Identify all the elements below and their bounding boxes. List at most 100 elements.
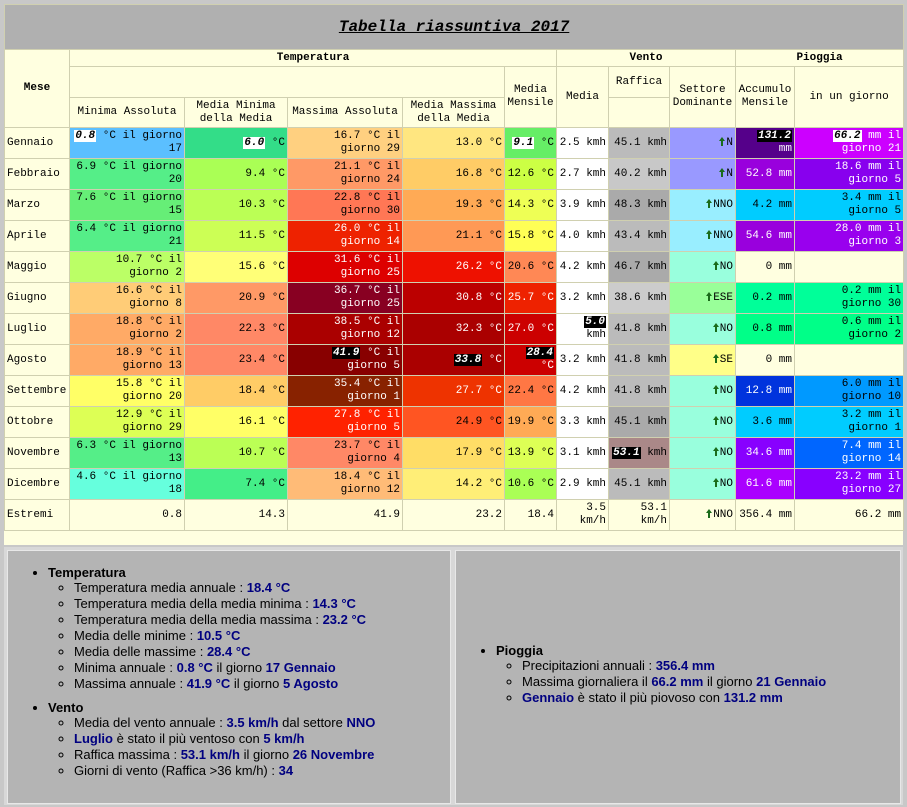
cell-unit: mm il giorno 10 [841, 378, 902, 403]
cell-value: 25.7 [507, 291, 535, 304]
value-cell: 0.2 mm il giorno 30 [793, 282, 905, 314]
data-row: Febbraio 6.9 °C il giorno 20 9.4 °C 21.1 °C… [4, 158, 905, 190]
value-cell: 3.1 kmh [556, 437, 609, 469]
extreme-value: 18.4 [527, 508, 554, 521]
summary-item: Temperatura media della media massima : … [74, 612, 450, 628]
cell-unit: kmh [586, 477, 606, 490]
value-cell: 48.3 kmh [608, 189, 670, 221]
cell-unit: kmh [586, 291, 606, 304]
cell-value: 31.6 [333, 254, 361, 266]
cell-unit: mm [778, 384, 792, 397]
cell-unit: °C [540, 322, 554, 335]
extreme-value: NNO [713, 508, 733, 521]
cell-unit: °C il giorno 24 [340, 161, 400, 186]
cell-unit: mm [778, 229, 792, 242]
month-cell: Luglio [4, 313, 70, 345]
value-cell: 2.7 kmh [556, 158, 609, 190]
cell-unit: °C [488, 136, 502, 149]
value-cell: 9.4 °C [184, 158, 288, 190]
value-cell: 18.4 °C [184, 375, 288, 407]
extreme-value: 356.4 mm [739, 508, 792, 521]
cell-value: 22.8 [333, 192, 361, 204]
cell-unit: °C [540, 198, 554, 211]
section-title: Vento [48, 700, 84, 715]
value-cell: 54.6 mm [735, 220, 795, 252]
highlight-value: 41.9 °C [186, 676, 231, 691]
arrow-shape [719, 137, 726, 147]
cell-value: 0 [765, 353, 773, 366]
cell-value: 41.8 [614, 384, 641, 397]
extreme-value: 14.3 [258, 508, 285, 521]
cell-unit: kmh [647, 446, 667, 459]
value-cell: 4.6 °C il giorno 18 [69, 468, 185, 500]
highlight-value: 21 Gennaio [756, 674, 827, 689]
cell-unit: °C [540, 229, 554, 242]
cell-value: 0 [765, 260, 773, 273]
cell-unit: °C [488, 446, 502, 459]
value-cell: 23.2 mm il giorno 27 [793, 468, 905, 500]
cell-unit: mm il giorno 5 [848, 161, 902, 186]
value-cell: 12.9 °C il giorno 29 [69, 406, 185, 438]
summary-table: Tabella riassuntiva 2017 Mese Temperatur… [3, 4, 905, 531]
cell-value: 41.9 [331, 347, 361, 359]
highlight-value: 18.4 °C [246, 580, 291, 595]
section: PioggiaPrecipitazioni annuali : 356.4 mm… [496, 643, 900, 706]
value-cell: 45.1 kmh [608, 406, 670, 438]
highlight-value: 66.2 mm [651, 674, 704, 689]
sector: NO [719, 477, 733, 490]
value-cell: N [669, 127, 736, 159]
value-cell: 4.2 kmh [556, 375, 609, 407]
cell-unit: °C [540, 260, 554, 273]
data-row: Luglio 18.8 °C il giorno 2 22.3 °C 38.5 °C … [4, 313, 905, 345]
value-cell: 23.4 °C [184, 344, 288, 376]
highlight-value: 10.5 °C [196, 628, 241, 643]
value-cell: 6.4 °C il giorno 21 [69, 220, 185, 252]
cell-value: 2.9 [559, 477, 580, 490]
cell-unit: °C [271, 415, 285, 428]
value-cell: 131.2 mm [735, 127, 795, 159]
highlight-value: 14.3 °C [312, 596, 356, 611]
extreme-value: 66.2 mm [854, 508, 902, 521]
summary-table-wrap: Tabella riassuntiva 2017 Mese Temperatur… [3, 4, 905, 545]
cell-unit: °C il giorno 13 [102, 440, 182, 465]
cell-value: 18.9 [115, 347, 143, 359]
cell-unit: mm [778, 446, 792, 459]
cell-value: 4.0 [559, 229, 580, 242]
value-cell: 15.8 °C il giorno 20 [69, 375, 185, 407]
cell-unit: °C il giorno 2 [129, 254, 182, 279]
highlight-value: NNO [346, 715, 376, 730]
cell-value: 7.6 [76, 192, 97, 204]
cell-value: 6.0 [243, 136, 266, 149]
cell-value: 0.8 [74, 130, 97, 142]
wind-arrow [712, 323, 719, 333]
cell-unit: mm [778, 477, 792, 490]
cell-value: 12.9 [115, 409, 143, 421]
cell-unit: °C [271, 477, 285, 490]
value-cell: 19.9 °C [504, 406, 557, 438]
cell-value: 35.4 [333, 378, 361, 390]
cell-unit: mm [778, 322, 792, 335]
cell-unit: °C [540, 415, 554, 428]
sector: NNO [713, 229, 733, 242]
value-cell: 20.6 °C [504, 251, 557, 283]
cell-unit: °C [488, 229, 502, 242]
cell-value: 13.0 [455, 136, 483, 149]
cell-value: 34.6 [745, 446, 773, 459]
value-cell: NO [669, 437, 736, 469]
cell-value: 45.1 [614, 136, 641, 149]
item-text: Minima annuale : [74, 660, 177, 675]
cell-value: 4.2 [559, 384, 580, 397]
value-cell: 35.4 °C il giorno 1 [287, 375, 403, 407]
data-row: Novembre 6.3 °C il giorno 13 10.7 °C 23.7 °… [4, 437, 905, 469]
cell-value: 21.1 [333, 161, 361, 173]
highlight-value: 26 Novembre [292, 747, 375, 762]
value-cell: 45.1 kmh [608, 127, 670, 159]
cell-unit: °C [488, 291, 502, 304]
section: VentoMedia del vento annuale : 3.5 km/h … [48, 700, 450, 779]
cell-unit: kmh [647, 353, 667, 366]
cell-unit: °C [271, 167, 285, 180]
header-cell: Mese [4, 49, 70, 128]
header-row: Media Mensile Media Raffica Settore Domi… [5, 66, 905, 128]
cell-unit: mm il giorno 1 [848, 409, 902, 434]
